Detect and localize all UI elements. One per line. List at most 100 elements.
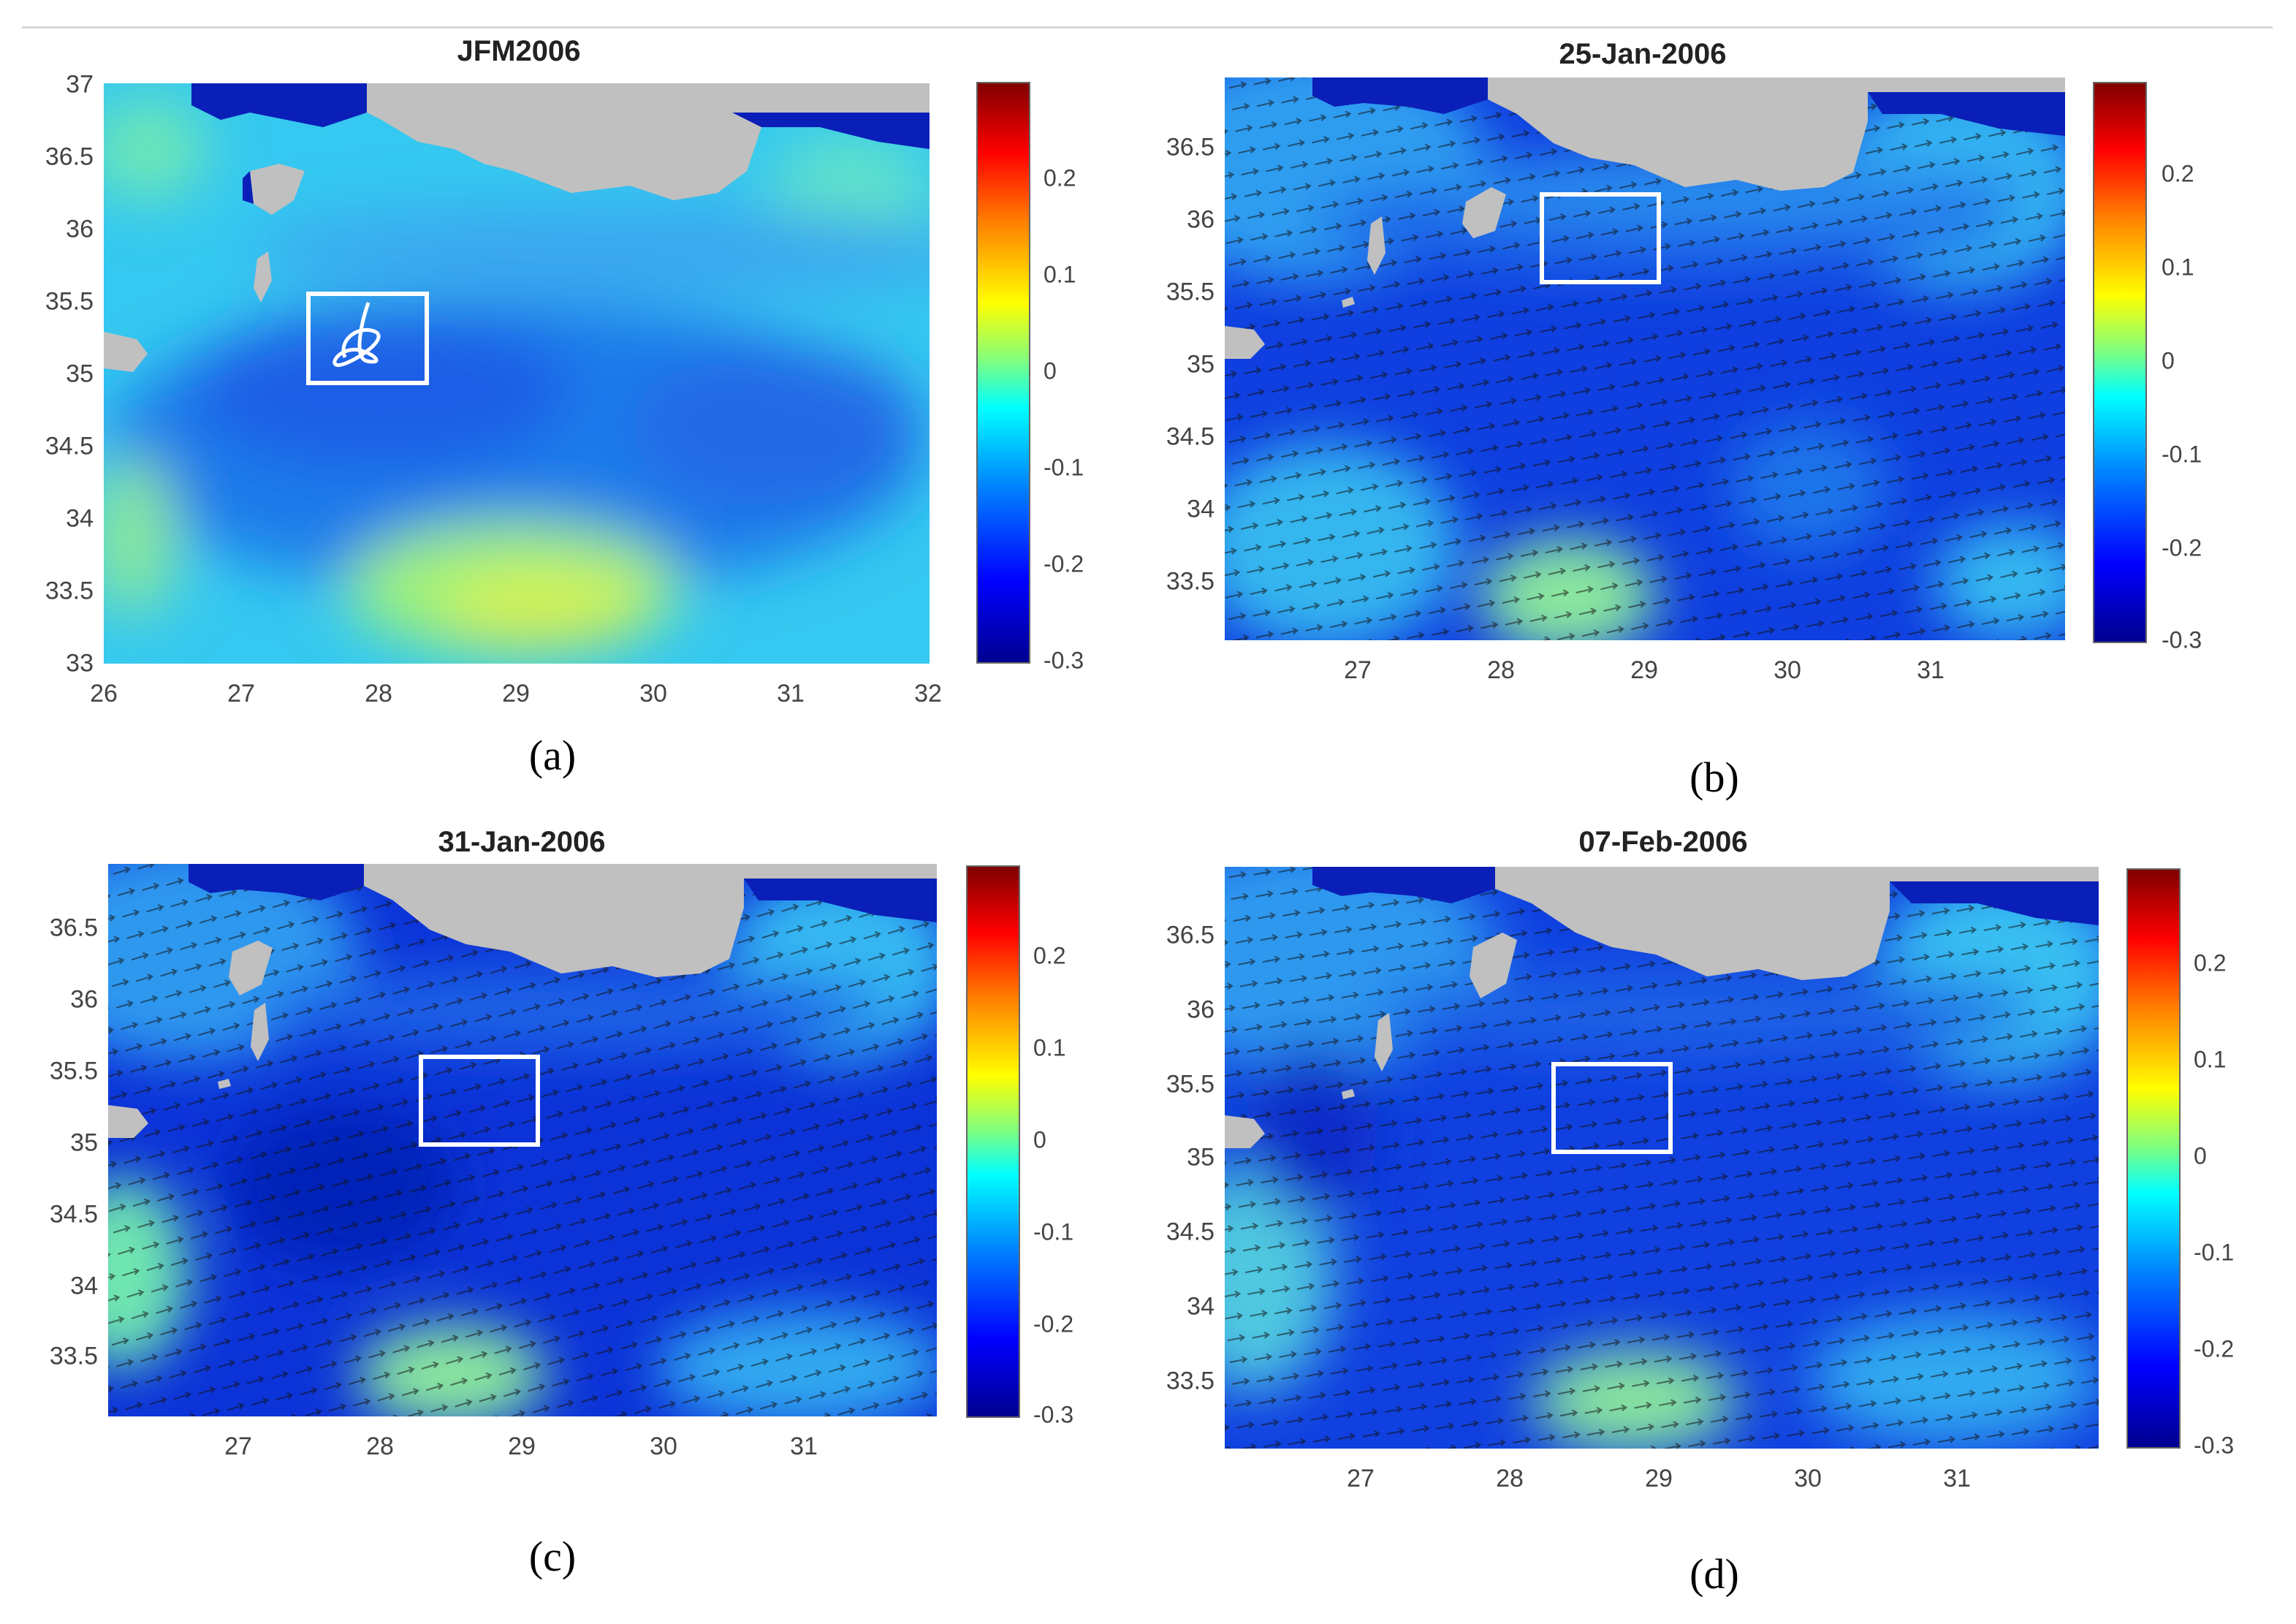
- colorbar-tick: 0.1: [1033, 1034, 1066, 1061]
- x-tick: 31: [790, 1433, 818, 1460]
- x-tick: 28: [365, 680, 392, 707]
- x-tick: 29: [1645, 1465, 1673, 1492]
- y-tick: 36.5: [1166, 133, 1214, 162]
- colorbar-tick: 0: [2162, 347, 2175, 374]
- y-tick: 35.5: [49, 1057, 98, 1085]
- colorbar-tick: 0.1: [1044, 261, 1076, 288]
- x-tick: 31: [1943, 1465, 1971, 1492]
- y-tick: 36: [1187, 995, 1214, 1024]
- x-tick: 30: [1794, 1465, 1822, 1492]
- colorbar-tick: -0.3: [1033, 1401, 1074, 1428]
- x-tick: 29: [508, 1433, 536, 1460]
- panel-caption: (a): [528, 732, 577, 779]
- colorbar-tick: -0.1: [1033, 1218, 1074, 1245]
- y-tick: 35.5: [45, 287, 94, 316]
- x-tick: 28: [1487, 656, 1515, 684]
- y-tick: 35.5: [1166, 1070, 1214, 1099]
- x-tick: 27: [227, 680, 255, 707]
- colorbar-tick: 0.2: [2194, 949, 2227, 976]
- colorbar-tick: -0.3: [2194, 1432, 2235, 1459]
- colorbar: [976, 82, 1030, 664]
- x-tick: 30: [650, 1433, 677, 1460]
- x-tick: 31: [1917, 656, 1945, 684]
- y-tick: 35: [1187, 350, 1214, 379]
- sea-level-map: [108, 864, 937, 1416]
- x-tick: 30: [1774, 656, 1801, 684]
- sea-level-map: [1225, 77, 2065, 640]
- x-tick: 29: [502, 680, 530, 707]
- colorbar-tick: 0: [1033, 1126, 1046, 1153]
- x-tick: 28: [1496, 1465, 1524, 1492]
- colorbar-tick: -0.2: [2194, 1335, 2235, 1362]
- x-tick: 31: [777, 680, 805, 707]
- y-tick: 34: [70, 1272, 98, 1300]
- y-tick: 36: [70, 985, 98, 1014]
- x-tick: 27: [1344, 656, 1372, 684]
- y-tick: 37: [66, 70, 94, 99]
- map-field: [104, 83, 930, 664]
- colorbar: [2093, 82, 2147, 643]
- y-tick: 34.5: [45, 432, 94, 460]
- top-rule: [22, 26, 2273, 29]
- y-tick: 33.5: [1166, 1367, 1214, 1395]
- sea-level-map: [1225, 867, 2099, 1449]
- y-tick: 34: [1187, 495, 1214, 523]
- map-field: [1225, 77, 2065, 640]
- colorbar-tick: -0.2: [1033, 1310, 1074, 1337]
- y-tick: 34.5: [49, 1200, 98, 1229]
- colorbar-tick: 0: [1044, 357, 1057, 384]
- y-tick: 35: [66, 360, 94, 388]
- x-tick: 30: [639, 680, 667, 707]
- colorbar-tick: -0.3: [2162, 626, 2202, 653]
- colorbar-tick: 0.1: [2194, 1046, 2227, 1073]
- panel-caption: (c): [528, 1533, 577, 1580]
- x-tick: 29: [1630, 656, 1658, 684]
- colorbar-tick: 0.2: [1033, 942, 1066, 969]
- y-tick: 33.5: [49, 1342, 98, 1370]
- y-tick: 35: [70, 1128, 98, 1157]
- map-field: [108, 864, 937, 1416]
- y-tick: 36.5: [1166, 921, 1214, 949]
- colorbar-tick: -0.2: [1044, 550, 1084, 577]
- y-tick: 34: [66, 504, 94, 533]
- panel-caption: (b): [1689, 754, 1739, 801]
- x-tick: 32: [914, 680, 942, 707]
- colorbar-tick: 0: [2194, 1142, 2207, 1169]
- y-tick: 36.5: [49, 914, 98, 942]
- y-tick: 34: [1187, 1292, 1214, 1321]
- colorbar: [2126, 868, 2181, 1449]
- y-tick: 33.5: [45, 577, 94, 605]
- y-tick: 36.5: [45, 143, 94, 171]
- y-tick: 35.5: [1166, 278, 1214, 306]
- y-tick: 33.5: [1166, 567, 1214, 596]
- panel-caption: (d): [1689, 1550, 1739, 1598]
- x-tick: 28: [366, 1433, 394, 1460]
- y-tick: 35: [1187, 1143, 1214, 1172]
- colorbar-tick: -0.2: [2162, 534, 2202, 561]
- map-field: [1225, 867, 2099, 1449]
- y-tick: 34.5: [1166, 422, 1214, 451]
- x-tick: 27: [1347, 1465, 1375, 1492]
- colorbar-tick: -0.1: [2162, 441, 2202, 468]
- panel-title: 07-Feb-2006: [1578, 826, 1748, 858]
- colorbar-tick: 0.1: [2162, 254, 2194, 281]
- x-tick: 26: [90, 680, 118, 707]
- colorbar-tick: -0.3: [1044, 647, 1084, 674]
- x-tick: 27: [224, 1433, 252, 1460]
- panel-title: 31-Jan-2006: [438, 826, 606, 858]
- panel-title: 25-Jan-2006: [1559, 38, 1727, 70]
- y-tick: 36: [66, 215, 94, 243]
- colorbar: [966, 865, 1020, 1418]
- colorbar-tick: 0.2: [1044, 164, 1076, 191]
- colorbar-tick: 0.2: [2162, 160, 2194, 187]
- colorbar-tick: -0.1: [2194, 1239, 2235, 1266]
- y-tick: 34.5: [1166, 1218, 1214, 1246]
- y-tick: 36: [1187, 205, 1214, 234]
- y-tick: 33: [66, 649, 94, 678]
- panel-title: JFM2006: [457, 35, 581, 67]
- sea-level-map: [104, 83, 930, 664]
